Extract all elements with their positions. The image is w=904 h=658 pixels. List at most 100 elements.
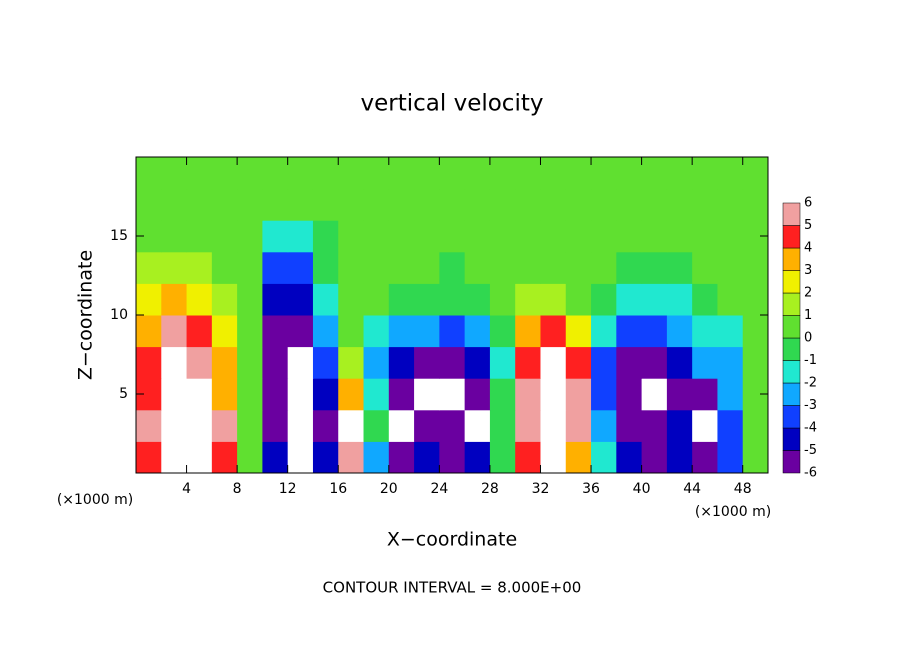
cell <box>616 251 643 284</box>
cell <box>515 315 541 348</box>
cell <box>338 188 365 221</box>
cell <box>692 441 718 474</box>
cell <box>237 251 263 284</box>
cell <box>515 409 541 442</box>
cell <box>161 315 188 348</box>
cell <box>666 251 693 284</box>
colorbar-swatch <box>782 202 801 226</box>
cell <box>489 220 516 253</box>
cell <box>641 188 668 221</box>
colorbar-label: 2 <box>804 286 812 301</box>
cell <box>666 220 693 253</box>
cell <box>363 315 390 348</box>
cell <box>591 346 617 379</box>
cell <box>312 251 339 284</box>
cell <box>338 220 365 253</box>
cell <box>515 251 541 284</box>
cell <box>591 188 617 221</box>
cell <box>338 251 365 284</box>
cell <box>186 378 213 411</box>
cell <box>211 188 238 221</box>
cell <box>717 188 744 221</box>
cell <box>540 251 567 284</box>
cell <box>742 188 769 221</box>
colorbar-swatch <box>782 405 801 429</box>
cell <box>742 409 769 442</box>
cell <box>414 315 440 348</box>
cell <box>540 157 567 190</box>
cell <box>186 157 213 190</box>
cell <box>464 157 491 190</box>
cell <box>388 188 415 221</box>
cell <box>641 220 668 253</box>
cell <box>414 283 440 316</box>
cell <box>742 157 769 190</box>
cell <box>414 346 440 379</box>
cell <box>591 441 617 474</box>
cell <box>287 346 314 379</box>
cell <box>464 346 491 379</box>
cell <box>565 220 592 253</box>
colorbar-swatch <box>782 450 801 474</box>
cell <box>414 441 440 474</box>
cell <box>338 346 365 379</box>
cell <box>591 157 617 190</box>
cell <box>237 283 263 316</box>
cell <box>616 188 643 221</box>
cell <box>338 441 365 474</box>
colorbar-swatch <box>782 360 801 384</box>
cell <box>338 315 365 348</box>
cell <box>363 220 390 253</box>
x-unit: (×1000 m) <box>695 504 771 520</box>
cell <box>237 378 263 411</box>
cell <box>136 346 162 379</box>
cell <box>439 378 466 411</box>
cell <box>186 283 213 316</box>
colorbar-swatch <box>782 427 801 451</box>
cell <box>515 441 541 474</box>
cell <box>489 188 516 221</box>
cell <box>515 220 541 253</box>
cell <box>717 157 744 190</box>
x-tick-label: 4 <box>182 481 191 497</box>
cell <box>211 409 238 442</box>
cell <box>161 157 188 190</box>
cell <box>136 251 162 284</box>
cell <box>262 441 289 474</box>
colorbar-swatch <box>782 270 801 294</box>
cell <box>363 188 390 221</box>
colorbar-swatch <box>782 247 801 271</box>
cell <box>414 378 440 411</box>
cell <box>591 220 617 253</box>
cell <box>262 251 289 284</box>
cell <box>363 346 390 379</box>
colorbar-label: 0 <box>804 331 812 346</box>
colorbar-swatch <box>782 225 801 249</box>
cell <box>565 283 592 316</box>
cell <box>287 157 314 190</box>
colorbar-label: 6 <box>804 196 812 211</box>
cell <box>186 315 213 348</box>
cell <box>262 346 289 379</box>
cell <box>388 283 415 316</box>
y-tick-label: 15 <box>110 228 128 244</box>
colorbar-label: -4 <box>804 421 817 436</box>
cell <box>717 441 744 474</box>
cell <box>540 409 567 442</box>
cell <box>136 188 162 221</box>
cell <box>262 283 289 316</box>
cell <box>692 378 718 411</box>
cell <box>515 157 541 190</box>
colorbar-label: -3 <box>804 398 817 413</box>
cell <box>464 283 491 316</box>
y-tick-label: 10 <box>110 307 128 323</box>
cell <box>136 409 162 442</box>
cell <box>262 409 289 442</box>
cell <box>237 188 263 221</box>
cell <box>641 441 668 474</box>
cell <box>565 378 592 411</box>
cell <box>312 346 339 379</box>
colorbar-label: -6 <box>804 466 817 481</box>
cell <box>439 157 466 190</box>
chart-title: vertical velocity <box>361 91 544 117</box>
